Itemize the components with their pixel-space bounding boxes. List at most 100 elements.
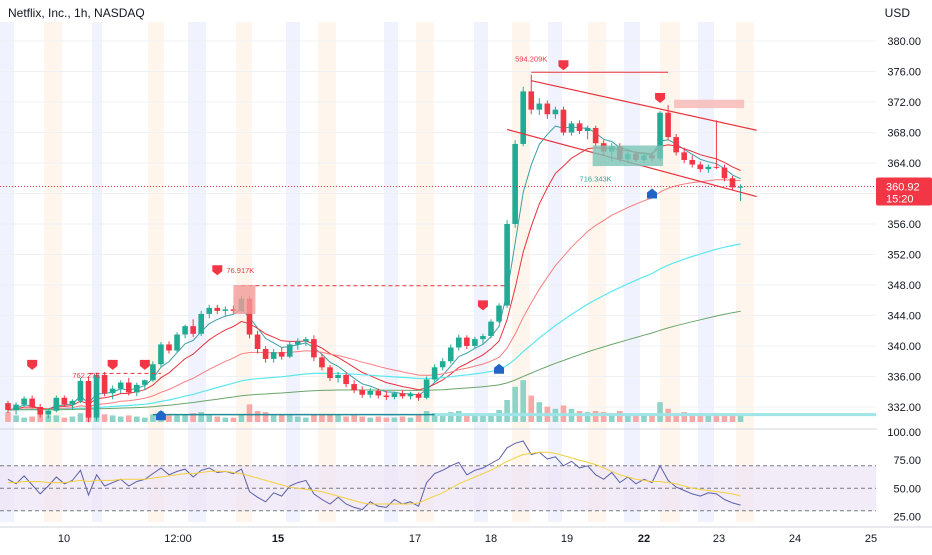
sell-signal-marker <box>107 359 118 370</box>
price-tick-label: 352.00 <box>887 249 921 261</box>
volume-bar <box>182 414 188 422</box>
price-tick-label: 340.00 <box>887 341 921 353</box>
volume-bar <box>343 416 349 422</box>
volume-bar <box>262 412 269 422</box>
volume-bar <box>174 415 180 422</box>
volume-bar <box>456 411 462 422</box>
session-band <box>624 22 640 522</box>
moving-average-line <box>7 310 741 411</box>
candle-body <box>158 344 164 365</box>
candle-body <box>311 339 317 358</box>
candle-body <box>552 109 559 115</box>
candle-body <box>45 410 52 415</box>
rsi-tick-label: 25.00 <box>893 511 921 523</box>
rsi-tick-label: 100.00 <box>887 427 921 439</box>
volume-bar <box>625 413 631 422</box>
candle-body <box>536 103 543 110</box>
volume-bar <box>689 414 696 422</box>
candle-body <box>278 352 285 357</box>
price-tick-label: 356.00 <box>887 219 921 231</box>
candle-body <box>528 91 535 110</box>
candle-body <box>109 388 116 394</box>
candle-body <box>359 390 365 395</box>
volume-bar <box>21 417 27 422</box>
moving-average-line <box>7 243 741 411</box>
candle-body <box>21 398 27 405</box>
candle-body <box>713 166 720 168</box>
price-tick-label: 372.00 <box>887 97 921 109</box>
session-band <box>236 22 252 522</box>
candle-body <box>423 379 430 398</box>
candle-body <box>150 364 156 381</box>
volume-bar <box>270 415 277 422</box>
volume-bar <box>488 413 494 422</box>
candle-body <box>117 382 124 389</box>
volume-bar <box>375 416 382 422</box>
candle-body <box>101 374 108 394</box>
volume-bar <box>77 413 84 422</box>
volume-bar <box>657 402 663 422</box>
sell-signal-marker <box>477 300 488 311</box>
channel-upper-line <box>531 80 757 131</box>
volume-bar <box>399 416 406 422</box>
volume-bar <box>69 416 76 422</box>
volume-bar <box>311 414 317 422</box>
time-tick-label: 23 <box>713 533 725 545</box>
candle-body <box>254 334 261 350</box>
volume-bar <box>286 415 293 422</box>
volume-bar <box>713 413 720 422</box>
volume-bar <box>134 416 140 422</box>
volume-bar <box>391 417 398 422</box>
volume-bar <box>439 414 446 422</box>
candle-body <box>77 381 84 401</box>
buy-signal-marker <box>494 363 505 374</box>
volume-bar <box>641 413 647 422</box>
sell-signal-marker <box>27 359 38 370</box>
volume-bar <box>278 414 285 422</box>
volume-bar <box>295 416 301 422</box>
session-band <box>416 22 434 522</box>
session-band <box>188 22 206 522</box>
volume-bar <box>45 415 52 422</box>
candle-body <box>125 382 132 393</box>
volume-bar <box>101 414 108 422</box>
volume-bar <box>5 412 11 422</box>
candle-body <box>206 307 213 314</box>
candle-body <box>37 406 43 415</box>
sell-signal-marker <box>212 265 223 276</box>
volume-bar <box>319 415 325 422</box>
volume-bar <box>480 414 486 422</box>
candle-body <box>560 109 567 133</box>
rsi-tick-label: 75.00 <box>893 455 921 467</box>
candle-body <box>568 123 575 133</box>
volume-bar <box>721 414 728 422</box>
volume-bar <box>125 415 132 422</box>
currency-label: USD <box>884 6 910 20</box>
axis-background <box>877 0 932 522</box>
volume-bar <box>37 414 43 422</box>
session-band <box>286 22 300 522</box>
volume-annotation: 762.2?K <box>72 371 100 380</box>
volume-bar <box>584 412 591 422</box>
candle-body <box>665 112 671 138</box>
volume-bar <box>697 415 704 422</box>
candle-body <box>246 298 253 335</box>
volume-bar <box>246 404 253 422</box>
candle-body <box>584 127 591 132</box>
candle-body <box>134 384 140 393</box>
volume-bar <box>13 415 19 422</box>
candle-body <box>270 352 277 359</box>
rsi-ma-line <box>8 451 741 505</box>
price-tick-label: 376.00 <box>887 67 921 79</box>
candle-body <box>697 164 704 170</box>
candle-body <box>512 143 518 224</box>
volume-bar <box>335 415 341 422</box>
volume-bar <box>254 411 261 422</box>
candle-body <box>166 344 172 351</box>
price-tag-value: 360.92 <box>886 181 920 193</box>
candle-body <box>53 397 60 411</box>
candle-body <box>415 393 422 398</box>
candle-body <box>375 390 382 396</box>
candle-body <box>383 395 390 398</box>
